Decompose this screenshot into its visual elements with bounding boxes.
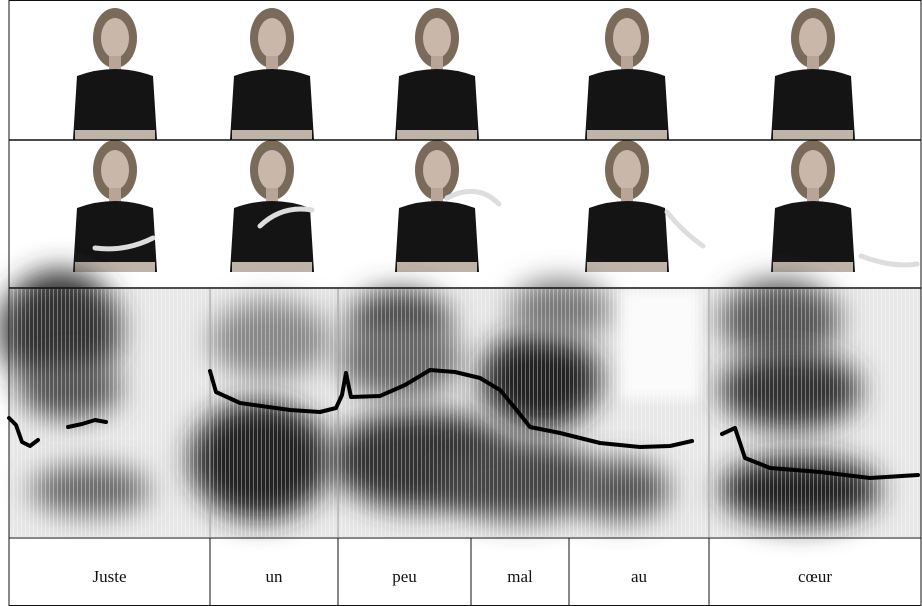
torso bbox=[395, 69, 479, 140]
face bbox=[101, 18, 129, 58]
torso bbox=[73, 69, 157, 140]
word-label: peu bbox=[392, 567, 417, 586]
neck bbox=[109, 56, 121, 70]
word-label: mal bbox=[507, 567, 533, 586]
lap bbox=[397, 130, 477, 140]
streaks bbox=[9, 289, 921, 537]
torso bbox=[771, 69, 855, 140]
face bbox=[799, 18, 827, 58]
word-label: cœur bbox=[798, 567, 832, 586]
lap bbox=[773, 130, 853, 140]
neck bbox=[266, 56, 278, 70]
face bbox=[423, 150, 451, 190]
face bbox=[423, 18, 451, 58]
lap bbox=[232, 130, 312, 140]
face bbox=[613, 18, 641, 58]
page: Justeunpeumalaucœur (() => { const data … bbox=[0, 0, 922, 606]
neck bbox=[621, 56, 633, 70]
face bbox=[258, 150, 286, 190]
torso bbox=[230, 201, 314, 272]
lap bbox=[75, 130, 155, 140]
neck bbox=[431, 56, 443, 70]
torso bbox=[585, 201, 669, 272]
torso bbox=[230, 69, 314, 140]
lap bbox=[587, 130, 667, 140]
lap bbox=[587, 262, 667, 272]
face bbox=[613, 150, 641, 190]
torso bbox=[585, 69, 669, 140]
word-label: au bbox=[631, 567, 648, 586]
face bbox=[101, 150, 129, 190]
face bbox=[799, 150, 827, 190]
lap bbox=[232, 262, 312, 272]
neck bbox=[807, 56, 819, 70]
spectrogram bbox=[0, 270, 921, 537]
neck bbox=[807, 188, 819, 202]
lap bbox=[75, 262, 155, 272]
neck bbox=[266, 188, 278, 202]
torso bbox=[73, 201, 157, 272]
neck bbox=[621, 188, 633, 202]
word-label: un bbox=[266, 567, 284, 586]
torso bbox=[771, 201, 855, 272]
word-label: Juste bbox=[93, 567, 127, 586]
neck bbox=[431, 188, 443, 202]
figure: Juste un peu mal au cœur bbox=[0, 0, 922, 606]
torso bbox=[395, 201, 479, 272]
lap bbox=[397, 262, 477, 272]
face bbox=[258, 18, 286, 58]
neck bbox=[109, 188, 121, 202]
lap bbox=[773, 262, 853, 272]
